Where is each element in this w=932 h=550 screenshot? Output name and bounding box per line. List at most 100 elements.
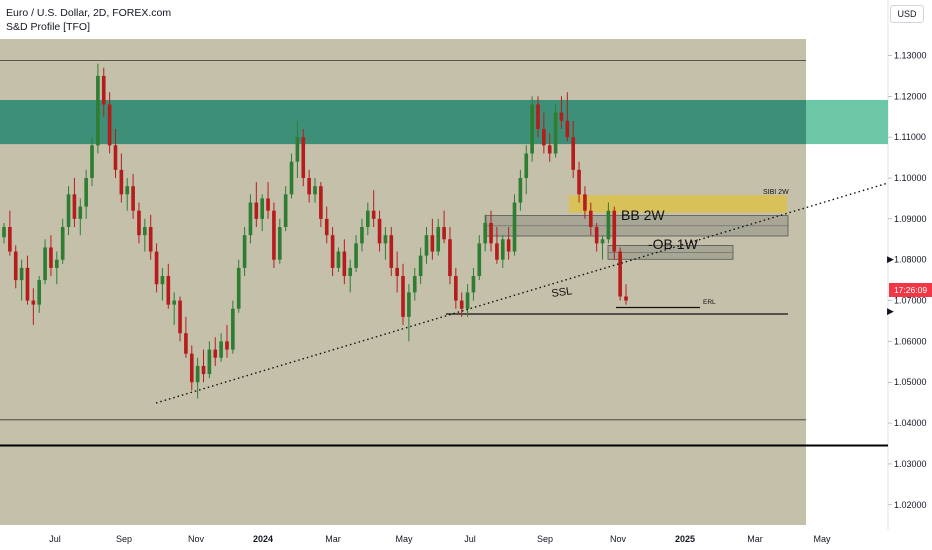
indicator-title[interactable]: S&D Profile [TFO] xyxy=(6,21,91,33)
candle-body xyxy=(101,75,106,105)
candle-body xyxy=(90,145,94,179)
candle-body xyxy=(365,210,370,228)
sibi-label: SIBI 2W xyxy=(763,189,789,196)
y-tick-label: 1.08000 xyxy=(894,255,927,265)
candle-body xyxy=(319,186,323,219)
y-tick-label: 1.04000 xyxy=(894,418,927,428)
candle-body xyxy=(248,202,253,236)
candle-body xyxy=(512,202,517,252)
candle-body xyxy=(588,210,593,228)
candle-body xyxy=(207,349,212,375)
candle-body xyxy=(272,210,276,260)
candle-body xyxy=(354,243,358,268)
candle-body xyxy=(536,104,540,129)
candle-body xyxy=(189,353,194,383)
candle-body xyxy=(254,202,259,219)
candle-body xyxy=(37,280,42,305)
candle-body xyxy=(43,247,47,281)
candle-body xyxy=(225,341,229,350)
candle-body xyxy=(524,153,529,179)
x-tick-label: Jul xyxy=(464,534,476,544)
candle-body xyxy=(125,186,130,195)
candle-body xyxy=(178,300,182,334)
candle-body xyxy=(624,296,628,301)
y-tick-label: 1.10000 xyxy=(894,173,927,183)
candle-body xyxy=(606,210,611,240)
candle-body xyxy=(459,300,464,309)
candle-body xyxy=(418,255,423,277)
candle-body xyxy=(395,267,399,277)
candle-body xyxy=(96,75,100,146)
candle-body xyxy=(66,194,71,228)
x-tick-label: Mar xyxy=(325,534,341,544)
candle-body xyxy=(489,222,493,244)
bb-label: BB 2W xyxy=(621,207,665,223)
candle-body xyxy=(500,239,505,260)
candle-body xyxy=(60,227,65,260)
candle-body xyxy=(313,186,317,195)
candle-body xyxy=(518,178,523,203)
y-tick-label: 1.02000 xyxy=(894,500,927,510)
candle-body xyxy=(612,210,617,252)
candle-body xyxy=(131,186,135,211)
supply-zone xyxy=(0,99,806,145)
candle-body xyxy=(289,161,294,195)
candle-body xyxy=(154,251,159,285)
currency-button[interactable]: USD xyxy=(890,5,924,23)
candle-body xyxy=(342,251,347,277)
candle-body xyxy=(219,341,223,358)
candle-body xyxy=(401,276,405,317)
candle-body xyxy=(277,227,282,260)
x-tick-label: Mar xyxy=(747,534,763,544)
y-tick-label: 1.07000 xyxy=(894,296,927,306)
candle-body xyxy=(72,194,77,219)
candle-body xyxy=(231,308,235,350)
candle-body xyxy=(412,276,417,293)
candle-body xyxy=(553,112,558,154)
candle-body xyxy=(8,227,12,252)
candle-body xyxy=(195,365,200,383)
candle-body xyxy=(442,227,446,240)
candle-body xyxy=(565,120,570,138)
chart-legend: Euro / U.S. Dollar, 2D, FOREX.com S&D Pr… xyxy=(6,6,171,34)
x-tick-label: Nov xyxy=(610,534,627,544)
candle-body xyxy=(301,137,306,179)
x-tick-label: Jul xyxy=(49,534,61,544)
x-tick-label: Sep xyxy=(537,534,553,544)
y-tick-label: 1.03000 xyxy=(894,459,927,469)
candle-body xyxy=(184,333,188,354)
candle-body xyxy=(160,276,165,285)
scroll-marker-icon[interactable]: ▶ xyxy=(887,254,894,264)
scroll-marker-icon-2[interactable]: ▶ xyxy=(887,306,894,316)
candle-body xyxy=(454,276,458,301)
candle-body xyxy=(430,235,435,252)
candle-body xyxy=(559,112,564,121)
candle-body xyxy=(495,243,499,260)
ob-label: -OB 1W xyxy=(648,236,699,252)
x-tick-label: May xyxy=(395,534,413,544)
candle-body xyxy=(266,198,270,211)
candle-body xyxy=(84,178,88,207)
candle-body xyxy=(448,239,452,277)
y-tick-label: 1.09000 xyxy=(894,214,927,224)
candle-body xyxy=(19,267,24,281)
candle-body xyxy=(31,300,36,305)
candle-body xyxy=(113,145,118,170)
candle-body xyxy=(25,267,30,301)
ssl-label: SSL xyxy=(551,285,573,300)
candle-body xyxy=(571,137,576,170)
candle-body xyxy=(336,251,341,268)
x-tick-label: Sep xyxy=(116,534,132,544)
candle-body xyxy=(166,276,171,305)
candle-body xyxy=(148,227,153,252)
x-tick-label: Nov xyxy=(188,534,205,544)
y-tick-label: 1.05000 xyxy=(894,377,927,387)
symbol-title[interactable]: Euro / U.S. Dollar, 2D, FOREX.com xyxy=(6,7,172,19)
candle-body xyxy=(78,206,83,219)
candle-body xyxy=(407,292,411,317)
candle-body xyxy=(371,210,376,219)
candle-body xyxy=(172,300,176,305)
candle-body xyxy=(383,235,388,244)
candle-body xyxy=(465,292,470,309)
